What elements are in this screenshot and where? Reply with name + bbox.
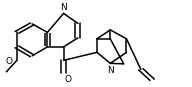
Text: N: N: [107, 66, 114, 75]
Text: O: O: [65, 75, 72, 84]
Text: N: N: [60, 3, 67, 12]
Text: O: O: [6, 57, 12, 66]
